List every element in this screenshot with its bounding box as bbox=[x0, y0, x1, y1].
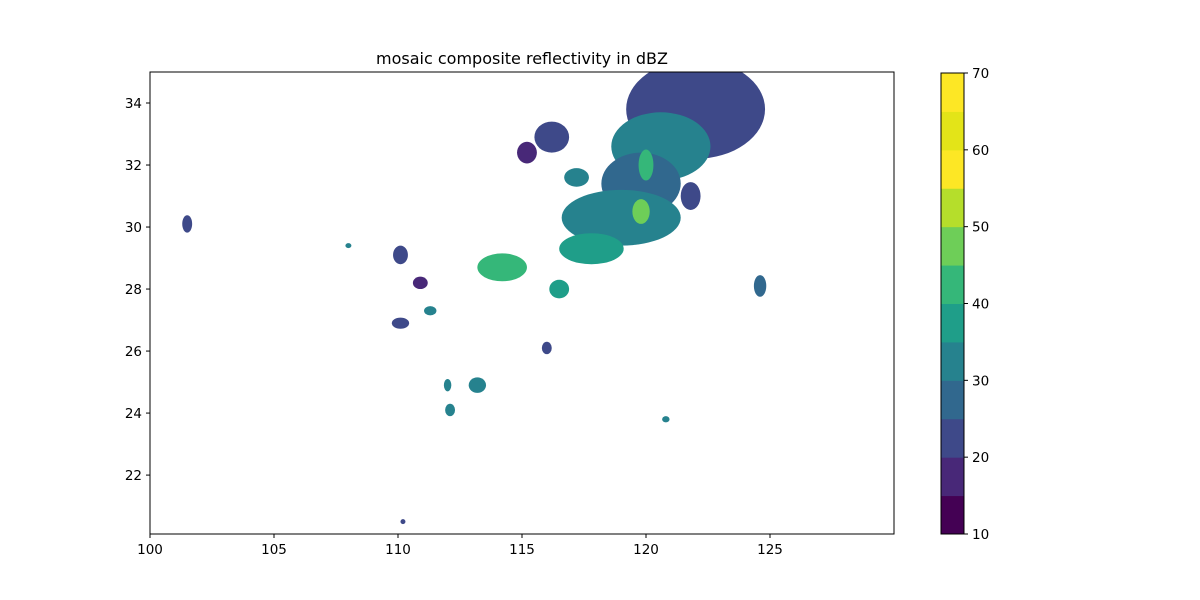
echo-cell-21 bbox=[662, 416, 670, 423]
echo-cell-20 bbox=[541, 341, 552, 355]
colorbar-segment bbox=[941, 73, 964, 112]
y-tick-label: 24 bbox=[125, 406, 142, 422]
y-tick-label: 30 bbox=[125, 220, 142, 236]
colorbar-tick-label: 40 bbox=[972, 297, 989, 313]
colorbar bbox=[940, 72, 965, 535]
echo-cell-13 bbox=[412, 276, 428, 290]
echo-cell-15 bbox=[424, 306, 437, 316]
colorbar-segment bbox=[941, 188, 964, 228]
colorbar-tick-label: 30 bbox=[972, 373, 989, 389]
echo-cell-19 bbox=[443, 378, 452, 392]
x-tick-label: 125 bbox=[757, 542, 783, 558]
x-tick-label: 115 bbox=[509, 542, 535, 558]
colorbar-tick-label: 10 bbox=[972, 527, 989, 543]
x-axis: 100 105 110 115 120 125 bbox=[137, 534, 783, 558]
echo-cell-5 bbox=[534, 121, 570, 153]
echo-cell-12 bbox=[393, 245, 408, 265]
colorbar-tick-label: 50 bbox=[972, 220, 989, 236]
echo-cell-18 bbox=[445, 403, 456, 417]
y-tick-label: 26 bbox=[125, 344, 142, 360]
echo-cell-3 bbox=[561, 189, 681, 246]
colorbar-segment bbox=[941, 418, 964, 458]
colorbar-axis: 10 20 30 40 50 60 70 bbox=[964, 66, 989, 543]
echo-cell-4 bbox=[559, 233, 624, 265]
colorbar-tick-label: 70 bbox=[972, 66, 989, 82]
reflectivity-field bbox=[182, 72, 767, 525]
x-tick-label: 120 bbox=[633, 542, 659, 558]
echo-cell-16 bbox=[182, 215, 193, 233]
y-tick-label: 28 bbox=[125, 282, 142, 298]
colorbar-segment bbox=[941, 149, 964, 189]
echo-cell-9 bbox=[549, 279, 570, 299]
y-axis: 22 24 26 28 30 32 34 bbox=[125, 96, 150, 484]
echo-cell-25 bbox=[638, 149, 654, 181]
echo-cell-10 bbox=[753, 275, 767, 297]
echo-cell-24 bbox=[632, 199, 650, 224]
colorbar-segment bbox=[941, 226, 964, 266]
chart-title: mosaic composite reflectivity in dBZ bbox=[376, 49, 668, 68]
echo-cell-7 bbox=[564, 168, 589, 187]
colorbar-tick-label: 60 bbox=[972, 143, 989, 159]
echo-cell-14 bbox=[391, 317, 410, 329]
x-tick-label: 100 bbox=[137, 542, 163, 558]
colorbar-segment bbox=[941, 341, 964, 381]
plot-frame bbox=[149, 71, 895, 535]
echo-cell-17 bbox=[468, 377, 487, 393]
colorbar-segment bbox=[941, 380, 964, 420]
y-tick-label: 34 bbox=[125, 96, 142, 112]
colorbar-segment bbox=[941, 265, 964, 304]
colorbar-segment bbox=[941, 495, 964, 535]
y-tick-label: 22 bbox=[125, 468, 142, 484]
echo-cell-8 bbox=[477, 253, 527, 282]
colorbar-segment bbox=[941, 457, 964, 497]
colorbar-tick-label: 20 bbox=[972, 450, 989, 466]
echo-cell-22 bbox=[400, 519, 406, 525]
y-tick-label: 32 bbox=[125, 158, 142, 174]
colorbar-segment bbox=[941, 111, 964, 151]
echo-cell-23 bbox=[345, 243, 352, 249]
colorbar-segment bbox=[941, 303, 964, 343]
x-tick-label: 105 bbox=[261, 542, 287, 558]
x-tick-label: 110 bbox=[385, 542, 411, 558]
echo-cell-6 bbox=[517, 141, 537, 164]
echo-cell-11 bbox=[680, 182, 701, 210]
